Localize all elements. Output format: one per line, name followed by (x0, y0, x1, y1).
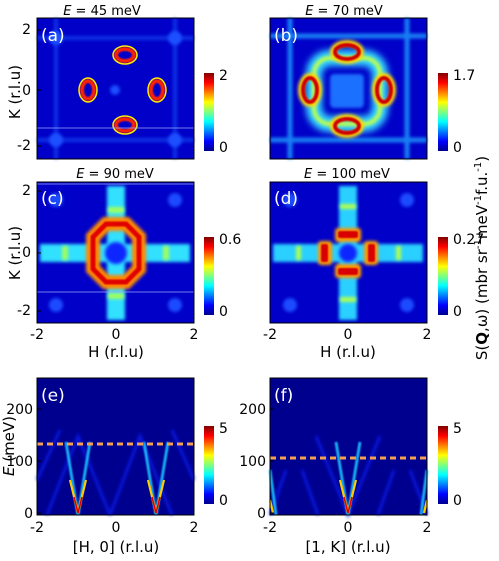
panel-f-ytick: 200 (239, 402, 266, 418)
panel-e-ytick: 100 (6, 454, 33, 470)
panel-e-ytick: 0 (24, 506, 33, 522)
panel-c-ylabel: K (r.l.u) (6, 226, 24, 280)
panel-c-label: (c) (41, 189, 64, 209)
panel-a-heatmap (36, 17, 195, 160)
panel-e-ytick: 200 (6, 402, 33, 418)
panel-f-ytick: 0 (257, 506, 266, 522)
panel-e-xtick: 0 (112, 520, 121, 536)
panel-b-label: (b) (274, 26, 298, 46)
panel-a-ytick: 0 (22, 83, 31, 99)
colorbar-max: 5 (453, 421, 462, 437)
panel-c-ytick: -2 (17, 303, 31, 319)
panel-f-ytick: 100 (239, 454, 266, 470)
panel-d-colorbar: 0.27 0 (438, 232, 484, 320)
panel-f-xtick: -2 (263, 520, 277, 536)
panel-d-xtick: 0 (344, 327, 353, 343)
panel-f-label: (f) (274, 386, 293, 406)
colorbar-max: 2 (219, 68, 228, 84)
panel-e-heatmap (35, 377, 196, 516)
panel-c-ytick: 0 (22, 245, 31, 261)
panel-c-title: E = 90 meV (76, 167, 154, 182)
colorbar-min: 0 (453, 140, 462, 156)
panel-c: E = 90 meV (c) 2 (6, 167, 241, 361)
panel-f-colorbar: 5 0 (438, 421, 462, 509)
panel-e-xtick: -2 (30, 520, 44, 536)
colorbar-max: 5 (219, 421, 228, 437)
colorbar-min: 0 (219, 140, 228, 156)
right-axis-label: S(Q,ω) (mbr sr-1meV-1f.u.-1) (473, 156, 491, 360)
panel-e: (e) 200 100 0 -2 0 2 E (meV) [H, 0] (r.l… (0, 377, 228, 556)
panel-a-ytick: -2 (17, 138, 31, 154)
panel-f-xtick: 2 (423, 520, 432, 536)
panel-b-heatmap (269, 17, 428, 160)
panel-a-title: E = 45 meV (63, 4, 141, 19)
panel-e-xlabel: [H, 0] (r.l.u) (73, 538, 160, 556)
panel-c-xtick: -2 (30, 327, 44, 343)
panel-a-label: (a) (41, 26, 65, 46)
colorbar-max: 1.7 (453, 68, 475, 84)
panel-c-ytick: 2 (22, 183, 31, 199)
panel-b-colorbar: 1.7 0 (438, 68, 475, 156)
panel-a-ytick: 2 (22, 22, 31, 38)
panel-b: E = 70 meV (b) (269, 4, 475, 160)
panel-a-ylabel: K (r.l.u) (6, 65, 24, 119)
panel-f: (f) 200 100 0 -2 0 2 [1, K] (r.l.u) 5 0 (239, 377, 462, 556)
colorbar-min: 0 (453, 304, 462, 320)
colorbar-min: 0 (219, 304, 228, 320)
panel-c-heatmap (36, 181, 195, 324)
panel-e-label: (e) (41, 386, 65, 406)
panel-d-label: (d) (274, 189, 298, 209)
panel-d-xtick: -2 (263, 327, 277, 343)
panel-d-xlabel: H (r.l.u) (320, 343, 376, 361)
panel-b-title: E = 70 meV (305, 4, 383, 19)
panel-d: E = 100 meV (263, 167, 484, 361)
panel-d-title: E = 100 meV (304, 167, 390, 182)
panel-e-ylabel: E (meV) (0, 416, 18, 476)
panel-a: E = 45 meV (6, 4, 228, 160)
colorbar-max: 0.6 (219, 232, 241, 248)
panel-a-colorbar: 2 0 (204, 68, 228, 156)
colorbar-min: 0 (219, 493, 228, 509)
panel-c-xtick: 0 (112, 327, 121, 343)
panel-c-xlabel: H (r.l.u) (88, 343, 144, 361)
colorbar-max: 0.27 (453, 232, 484, 248)
colorbar-min: 0 (453, 493, 462, 509)
panel-e-xtick: 2 (190, 520, 199, 536)
panel-f-heatmap (268, 377, 429, 519)
panel-d-heatmap (269, 181, 428, 324)
panel-e-colorbar: 5 0 (204, 421, 228, 509)
panel-c-xtick: 2 (190, 327, 199, 343)
panel-c-colorbar: 0.6 0 (204, 232, 241, 320)
panel-f-xlabel: [1, K] (r.l.u) (305, 538, 390, 556)
panel-d-xtick: 2 (423, 327, 432, 343)
panel-f-xtick: 0 (344, 520, 353, 536)
